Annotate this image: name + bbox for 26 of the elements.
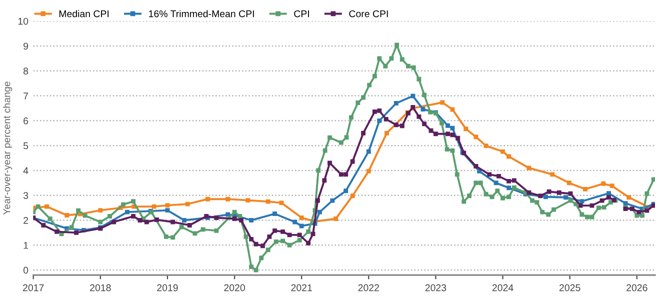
x-tick-label: 2021 [291, 284, 312, 292]
legend-label: 16% Trimmed-Mean CPI [149, 10, 254, 18]
y-tick-label: 2 [24, 216, 28, 224]
x-tick-label: 2026 [626, 284, 648, 292]
x-tick-label: 2018 [90, 284, 111, 292]
legend-label: Median CPI [59, 10, 109, 18]
y-tick-label: 0 [23, 266, 28, 274]
x-tick-label: 2017 [23, 284, 44, 292]
x-tick-label: 2022 [358, 284, 379, 292]
y-tick-label: 3 [23, 192, 28, 199]
y-tick-label: 8 [24, 68, 28, 74]
y-tick-label: 9 [24, 42, 28, 50]
y-tick-label: 4 [23, 167, 28, 174]
y-tick-label: 7 [24, 92, 28, 100]
x-tick-label: 2020 [224, 284, 245, 292]
y-tick-label: 5 [23, 142, 28, 150]
y-axis-title: Year-over-year percent change [3, 82, 12, 215]
legend-label: CPI [294, 10, 309, 18]
y-tick-label: 1 [24, 242, 28, 249]
x-tick-label: 2024 [492, 284, 514, 292]
y-tick-label: 6 [24, 117, 28, 124]
legend-label: Core CPI [349, 10, 388, 18]
x-tick-label: 2025 [560, 284, 580, 292]
x-tick-label: 2019 [157, 284, 178, 292]
x-tick-label: 2023 [425, 284, 446, 292]
y-tick-label: 10 [18, 18, 28, 25]
